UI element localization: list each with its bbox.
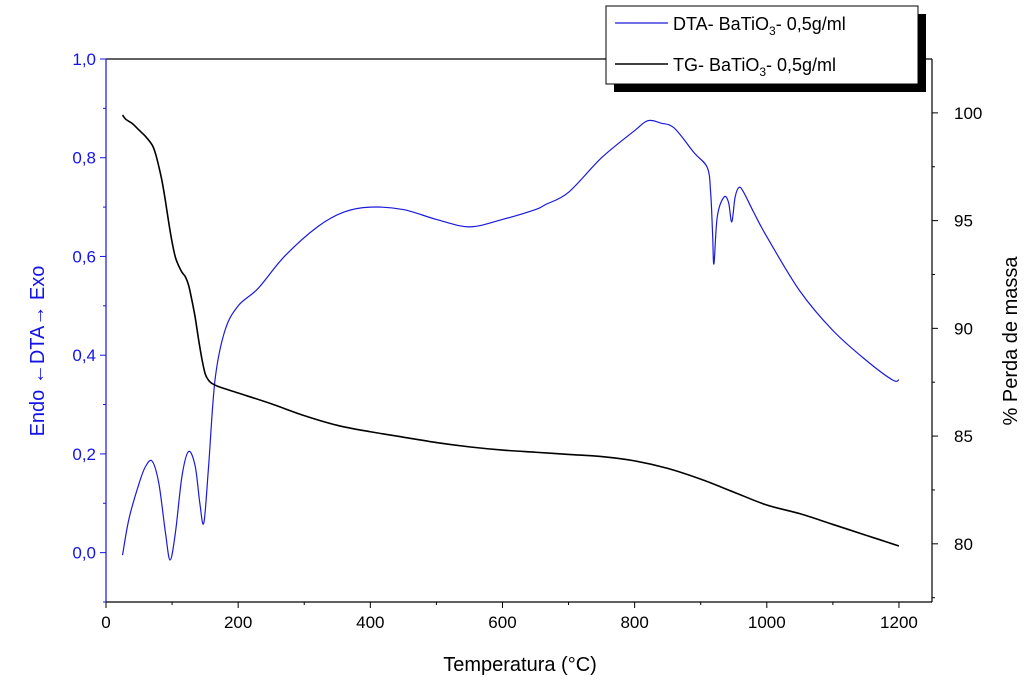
legend-label-tg-tail: - 0,5g/ml	[766, 55, 836, 75]
x-axis: 0 200 400 600 800 1000 1200	[101, 602, 918, 632]
legend-label-tg-sub: 3	[759, 65, 766, 79]
y-right-axis: 80 85 90 95 100	[932, 104, 982, 599]
legend-label-dta-main: DTA- BaTiO	[673, 14, 769, 34]
x-tick-label-1000: 1000	[748, 613, 786, 632]
y-right-tick-label-80: 80	[954, 535, 973, 554]
x-axis-title: Temperatura (°C)	[443, 654, 597, 676]
y-right-axis-title: % Perda de massa	[1000, 256, 1022, 426]
y-right-tick-label-85: 85	[954, 427, 973, 446]
tg-series-line	[121, 114, 900, 547]
y-right-tick-label-95: 95	[954, 212, 973, 231]
dta-series-line	[121, 119, 900, 561]
y-right-tick-label-100: 100	[954, 104, 982, 123]
y-left-tick-label-0: 0,0	[72, 544, 96, 563]
x-tick-label-400: 400	[356, 613, 384, 632]
legend-box	[605, 5, 919, 85]
x-tick-label-600: 600	[488, 613, 516, 632]
y-left-tick-label-2: 0,4	[72, 346, 96, 365]
x-tick-label-800: 800	[620, 613, 648, 632]
legend-label-dta-tail: - 0,5g/ml	[776, 14, 846, 34]
x-tick-label-1200: 1200	[880, 613, 918, 632]
legend: DTA- BaTiO3- 0,5g/ml TG- BaTiO3- 0,5g/ml	[605, 5, 926, 92]
plot-frame	[105, 58, 933, 603]
x-tick-label-0: 0	[101, 613, 110, 632]
y-left-tick-label-4: 0,8	[72, 149, 96, 168]
x-tick-label-200: 200	[224, 613, 252, 632]
series-layer	[121, 114, 900, 561]
legend-label-dta-sub: 3	[769, 24, 776, 38]
legend-label-dta: DTA- BaTiO3- 0,5g/ml	[673, 14, 846, 38]
legend-label-tg: TG- BaTiO3- 0,5g/ml	[673, 55, 836, 79]
y-right-tick-label-90: 90	[954, 319, 973, 338]
y-left-tick-label-1: 0,2	[72, 445, 96, 464]
y-left-tick-label-5: 1,0	[72, 50, 96, 69]
y-left-axis: 0,0 0,2 0,4 0,6 0,8 1,0	[72, 50, 106, 603]
legend-label-tg-main: TG- BaTiO	[673, 55, 759, 75]
y-left-tick-label-3: 0,6	[72, 247, 96, 266]
y-left-axis-title: Endo ←DTA→ Exo	[27, 266, 49, 437]
